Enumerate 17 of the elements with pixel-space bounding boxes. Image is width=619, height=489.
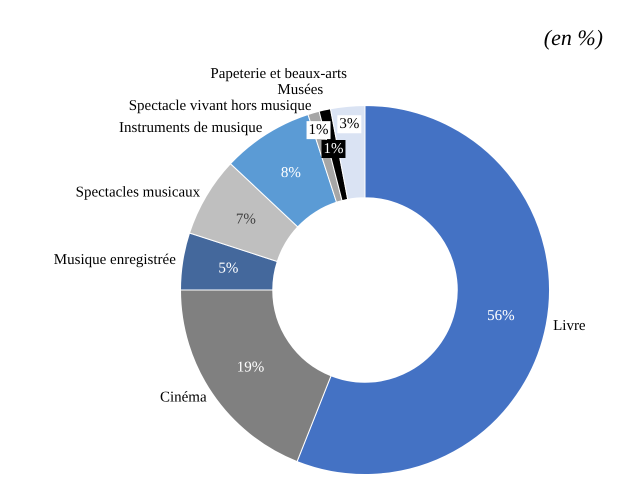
chart-subtitle: (en %) xyxy=(544,25,604,51)
slice-label: Musique enregistrée xyxy=(54,252,176,268)
data-label: 5% xyxy=(218,260,238,276)
slice-label: Papeterie et beaux-arts xyxy=(210,66,348,82)
data-label: 1% xyxy=(308,122,329,138)
slice-label: Spectacle vivant hors musique xyxy=(128,98,312,114)
slice-label: Spectacles musicaux xyxy=(76,184,201,200)
slice-label: Instruments de musique xyxy=(119,120,263,136)
data-label: 19% xyxy=(236,360,264,376)
slice-label: Musées xyxy=(277,82,324,98)
data-label: 56% xyxy=(487,308,515,324)
data-label: 1% xyxy=(323,140,344,157)
data-label: 8% xyxy=(280,165,301,182)
data-label: 7% xyxy=(236,212,256,228)
data-label: 3% xyxy=(339,116,360,132)
slice-label: Livre xyxy=(553,318,586,334)
slice-label: Cinéma xyxy=(160,390,207,406)
